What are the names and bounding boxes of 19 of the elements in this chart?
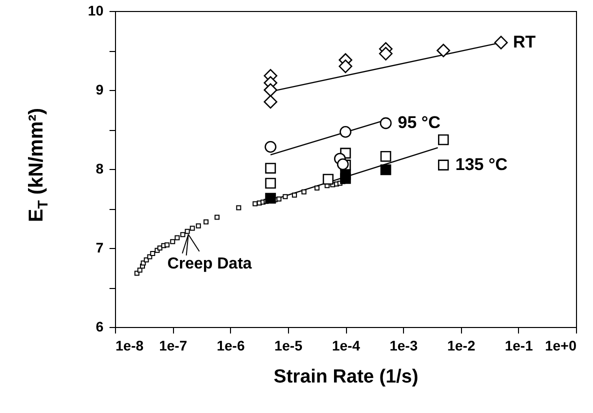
series-label: 135 °C bbox=[455, 155, 508, 174]
x-tick-label: 1e-7 bbox=[159, 338, 188, 354]
y-tick-label: 6 bbox=[96, 318, 104, 334]
x-tick-label: 1e-6 bbox=[216, 338, 245, 354]
series-label: RT bbox=[513, 32, 536, 52]
x-axis-title: Strain Rate (1/s) bbox=[274, 366, 418, 388]
x-tick-label: 1e-1 bbox=[504, 338, 534, 354]
x-tick-label: 1e-4 bbox=[332, 338, 360, 354]
x-tick-label: 1e-8 bbox=[116, 338, 144, 354]
x-tick-label: 1e+0 bbox=[544, 338, 577, 354]
annotation: Creep Data bbox=[167, 255, 252, 272]
x-tick-label: 1e-2 bbox=[447, 338, 476, 354]
y-tick-label: 7 bbox=[96, 240, 104, 256]
x-tick-label: 1e-3 bbox=[390, 338, 418, 354]
y-tick-label: 9 bbox=[96, 82, 104, 98]
y-tick-label: 10 bbox=[88, 2, 104, 18]
y-tick-label: 8 bbox=[96, 160, 104, 176]
x-tick-label: 1e-5 bbox=[274, 338, 303, 354]
series-label: 95 °C bbox=[398, 113, 440, 132]
